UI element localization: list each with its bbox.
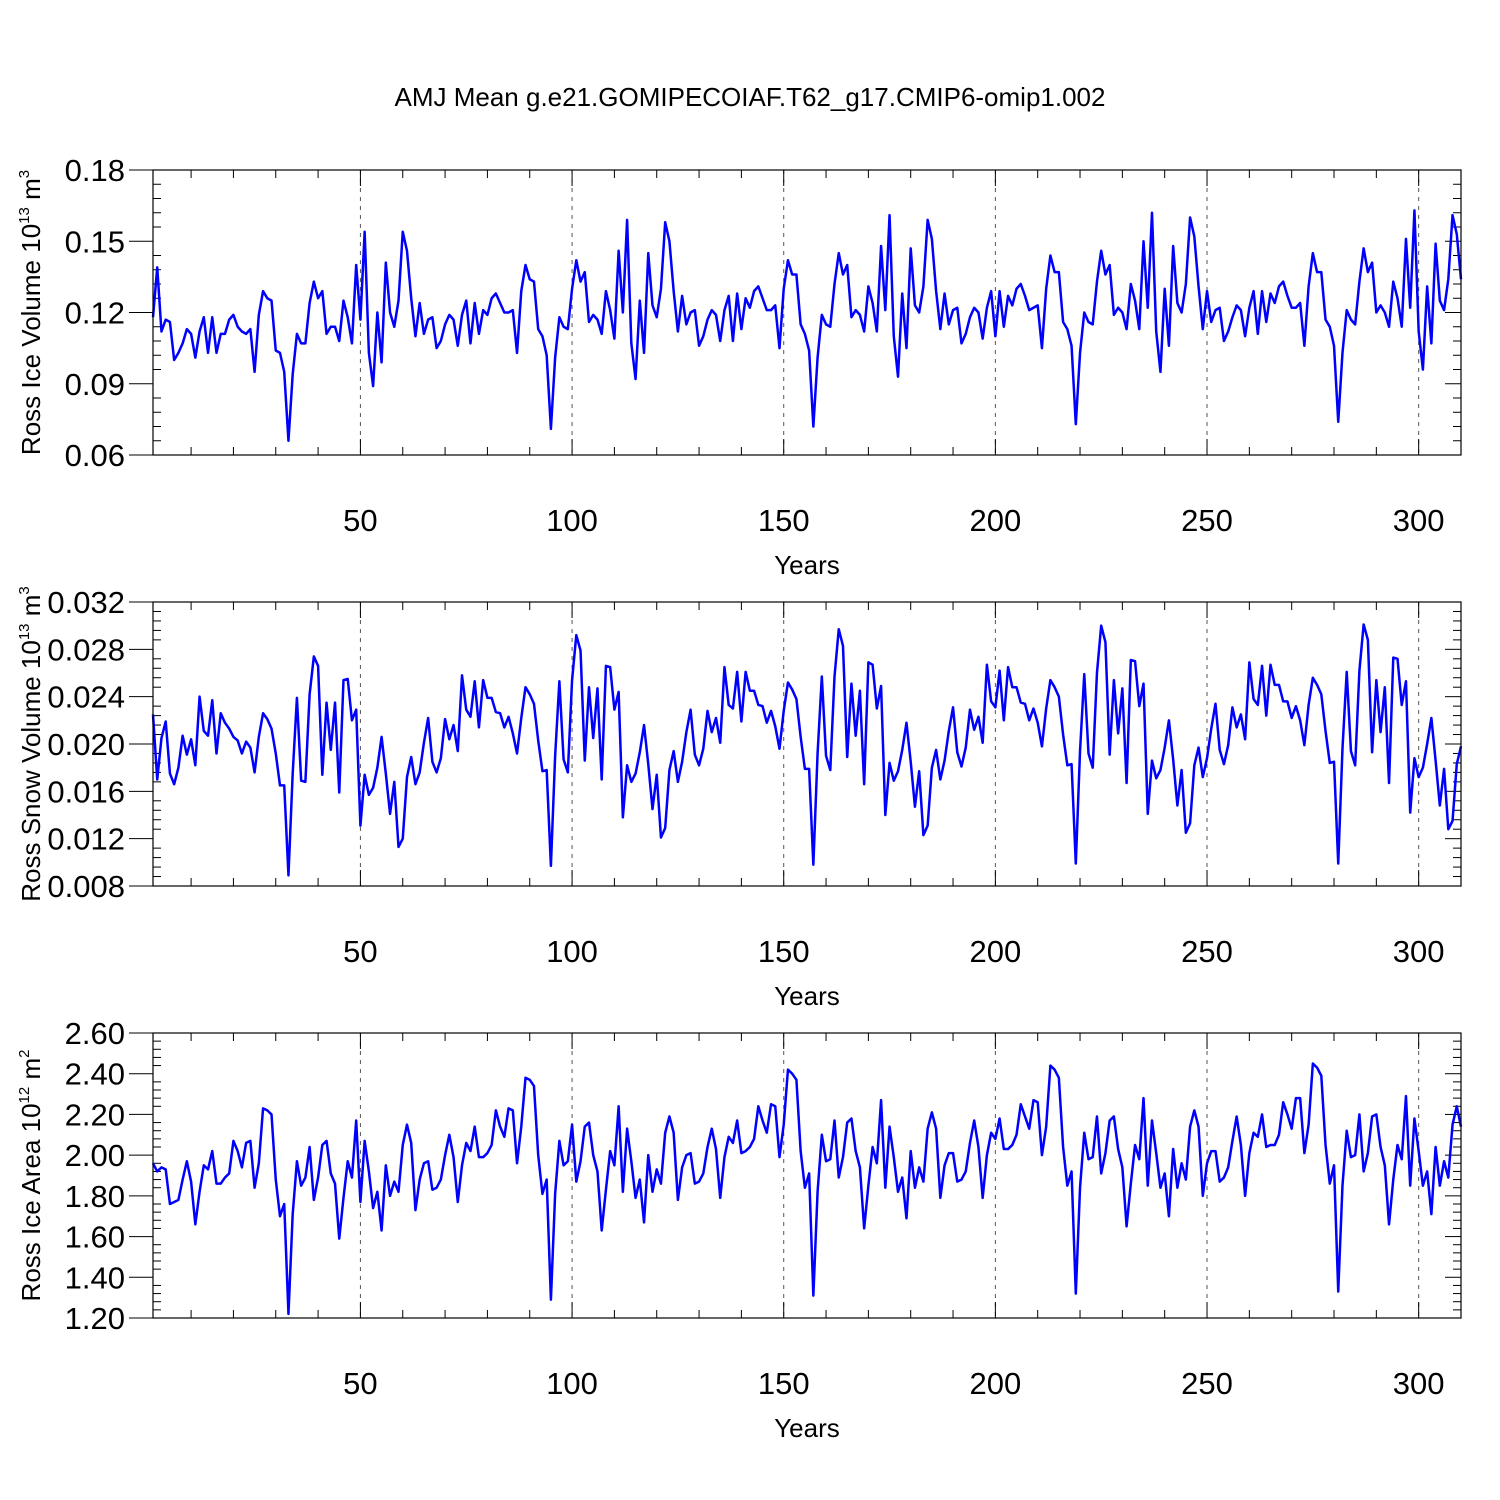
x-axis-label: Years [774,1413,840,1443]
y-axis-label: Ross Snow Volume 1013 m3 [16,586,46,902]
x-axis-label: Years [774,550,840,580]
y-axis-label-part: m [16,178,46,207]
y-tick-label: 0.12 [65,296,125,331]
y-tick-label: 0.028 [47,632,125,667]
panel-ross-ice-area: 1.20 1.40 1.60 1.80 2.00 2.20 2.40 2.60 50 100 150… [16,1016,1463,1443]
x-tick-label: 300 [1393,1366,1445,1401]
y-axis-label: Ross Ice Volume 1013 m3 [16,170,46,455]
x-tick-label: 250 [1181,934,1233,969]
y-tick-label: 1.20 [65,1301,125,1336]
panel-ross-ice-volume: 0.06 0.09 0.12 0.15 0.18 50 100 150 200 250 300 Yea… [16,153,1463,580]
x-tick-label: 150 [758,503,810,538]
x-tick-label: 100 [546,503,598,538]
y-tick-label: 0.06 [65,438,125,473]
y-axis-label-superscript: 13 [16,623,33,640]
y-tick-label: 2.20 [65,1097,125,1132]
x-axis-label: Years [774,981,840,1011]
y-axis-label: Ross Ice Area 1012 m2 [16,1050,46,1302]
x-tick-label: 100 [546,1366,598,1401]
x-tick-label: 250 [1181,503,1233,538]
y-tick-label: 0.09 [65,367,125,402]
y-axis-label-part: m [16,595,46,624]
y-axis-label-part: m [16,1058,46,1087]
y-axis-label-superscript: 3 [16,170,33,178]
plot-frame [152,1032,1462,1319]
y-tick-label: 1.40 [65,1260,125,1295]
y-tick-label: 0.024 [47,680,125,715]
x-tick-label: 300 [1393,934,1445,969]
x-tick-label: 250 [1181,1366,1233,1401]
plot-frame [152,601,1462,887]
x-tick-label: 300 [1393,503,1445,538]
y-tick-label: 2.40 [65,1057,125,1092]
chart-title: AMJ Mean g.e21.GOMIPECOIAF.T62_g17.CMIP6… [395,82,1106,112]
x-tick-label: 100 [546,934,598,969]
x-tick-label: 50 [343,934,377,969]
x-tick-label: 200 [970,934,1022,969]
y-tick-label: 0.032 [47,585,125,620]
panel-ross-snow-volume: 0.008 0.012 0.016 0.020 0.024 0.028 0.032 50 100… [16,585,1463,1011]
y-tick-label: 1.60 [65,1220,125,1255]
x-tick-label: 200 [970,1366,1022,1401]
y-tick-label: 0.012 [47,822,125,857]
plot-frame [152,169,1462,456]
y-axis-label-part: Ross Ice Area 10 [16,1103,46,1301]
y-axis-label-superscript: 13 [16,207,33,224]
y-axis-label-superscript: 12 [16,1087,33,1104]
x-tick-label: 50 [343,503,377,538]
y-tick-label: 2.00 [65,1138,125,1173]
x-tick-label: 150 [758,1366,810,1401]
y-axis-label-part: Ross Snow Volume 10 [16,640,46,902]
y-tick-label: 1.80 [65,1179,125,1214]
series-line-ross-ice-area [151,1062,1463,1316]
y-tick-label: 0.008 [47,869,125,904]
y-tick-label: 0.18 [65,153,125,188]
y-tick-label: 0.016 [47,774,125,809]
y-tick-label: 0.15 [65,224,125,259]
y-axis-label-part: Ross Ice Volume 10 [16,224,46,455]
x-tick-label: 50 [343,1366,377,1401]
x-tick-label: 200 [970,503,1022,538]
series-line-ross-snow-volume [151,623,1463,877]
y-tick-label: 0.020 [47,727,125,762]
y-axis-label-superscript: 2 [16,1050,33,1058]
x-tick-label: 150 [758,934,810,969]
y-tick-label: 2.60 [65,1016,125,1051]
series-line-ross-ice-volume [151,209,1463,442]
y-axis-label-superscript: 3 [16,586,33,594]
